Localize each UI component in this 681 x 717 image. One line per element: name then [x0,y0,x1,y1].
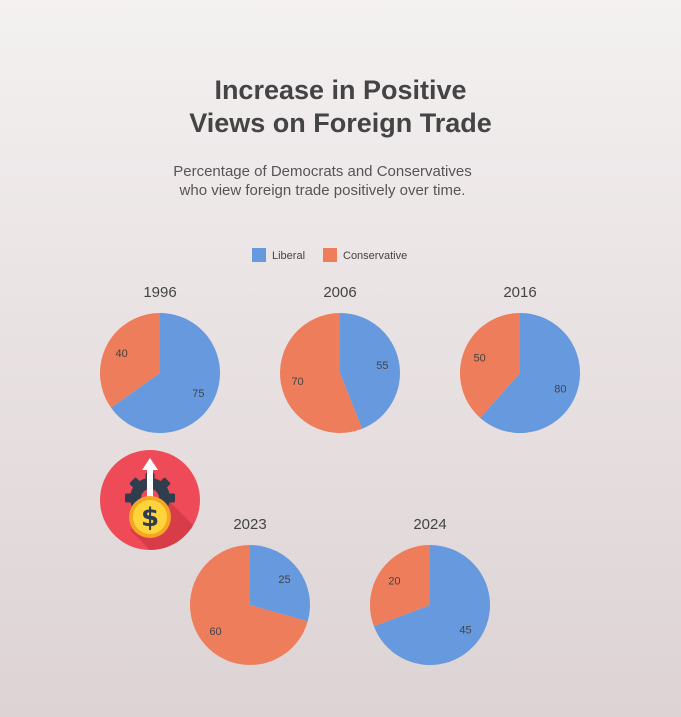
pie-2006: 2006 55 70 [279,284,400,433]
pie-value-label: 40 [116,348,128,360]
pie-value-label: 55 [376,360,388,372]
svg-text:$: $ [141,503,159,533]
pie-2023: 2023 25 60 [190,516,311,665]
pie-2016: 2016 80 50 [460,284,581,433]
legend-swatch-liberal [252,248,266,262]
pie-title: 1996 [143,284,176,301]
pie-value-label: 50 [473,353,485,365]
page-subtitle: Percentage of Democrats and Conservative… [0,162,645,200]
legend-label-liberal: Liberal [272,250,305,262]
page-subtitle-line-1: Percentage of Democrats and Conservative… [173,163,472,180]
pie-slice-liberal [250,545,311,622]
pie-value-label: 80 [554,383,566,395]
pie-slice-conservative [279,313,363,433]
legend-swatch-conservative [323,248,337,262]
pie-slice-conservative [190,545,308,665]
pie-value-label: 70 [291,376,303,388]
page-title-line-2: Views on Foreign Trade [189,108,492,138]
pie-slice-liberal [110,313,221,433]
pie-1996: 1996 75 40 [100,284,221,433]
pie-slice-conservative [370,545,430,627]
pie-title: 2024 [413,516,446,533]
pie-slice-conservative [460,313,520,418]
pie-slice-liberal [340,313,400,429]
pie-title: 2016 [503,284,536,301]
pie-2024: 2024 45 20 [370,516,491,665]
pie-slice-conservative [100,313,160,408]
pie-value-label: 60 [209,626,221,638]
page-title-line-1: Increase in Positive [214,75,467,105]
legend-label-conservative: Conservative [343,250,407,262]
pie-slice-liberal [373,545,491,665]
pie-value-label: 20 [388,575,400,587]
money-growth-gear-icon: $ [100,450,200,550]
pie-title: 2006 [323,284,356,301]
pie-value-label: 75 [192,388,204,400]
page-title: Increase in Positive Views on Foreign Tr… [0,74,681,140]
page-subtitle-line-2: who view foreign trade positively over t… [179,182,466,199]
pie-value-label: 45 [459,625,471,637]
pie-slice-liberal [480,313,581,433]
pie-title: 2023 [233,516,266,533]
pie-value-label: 25 [278,574,290,586]
